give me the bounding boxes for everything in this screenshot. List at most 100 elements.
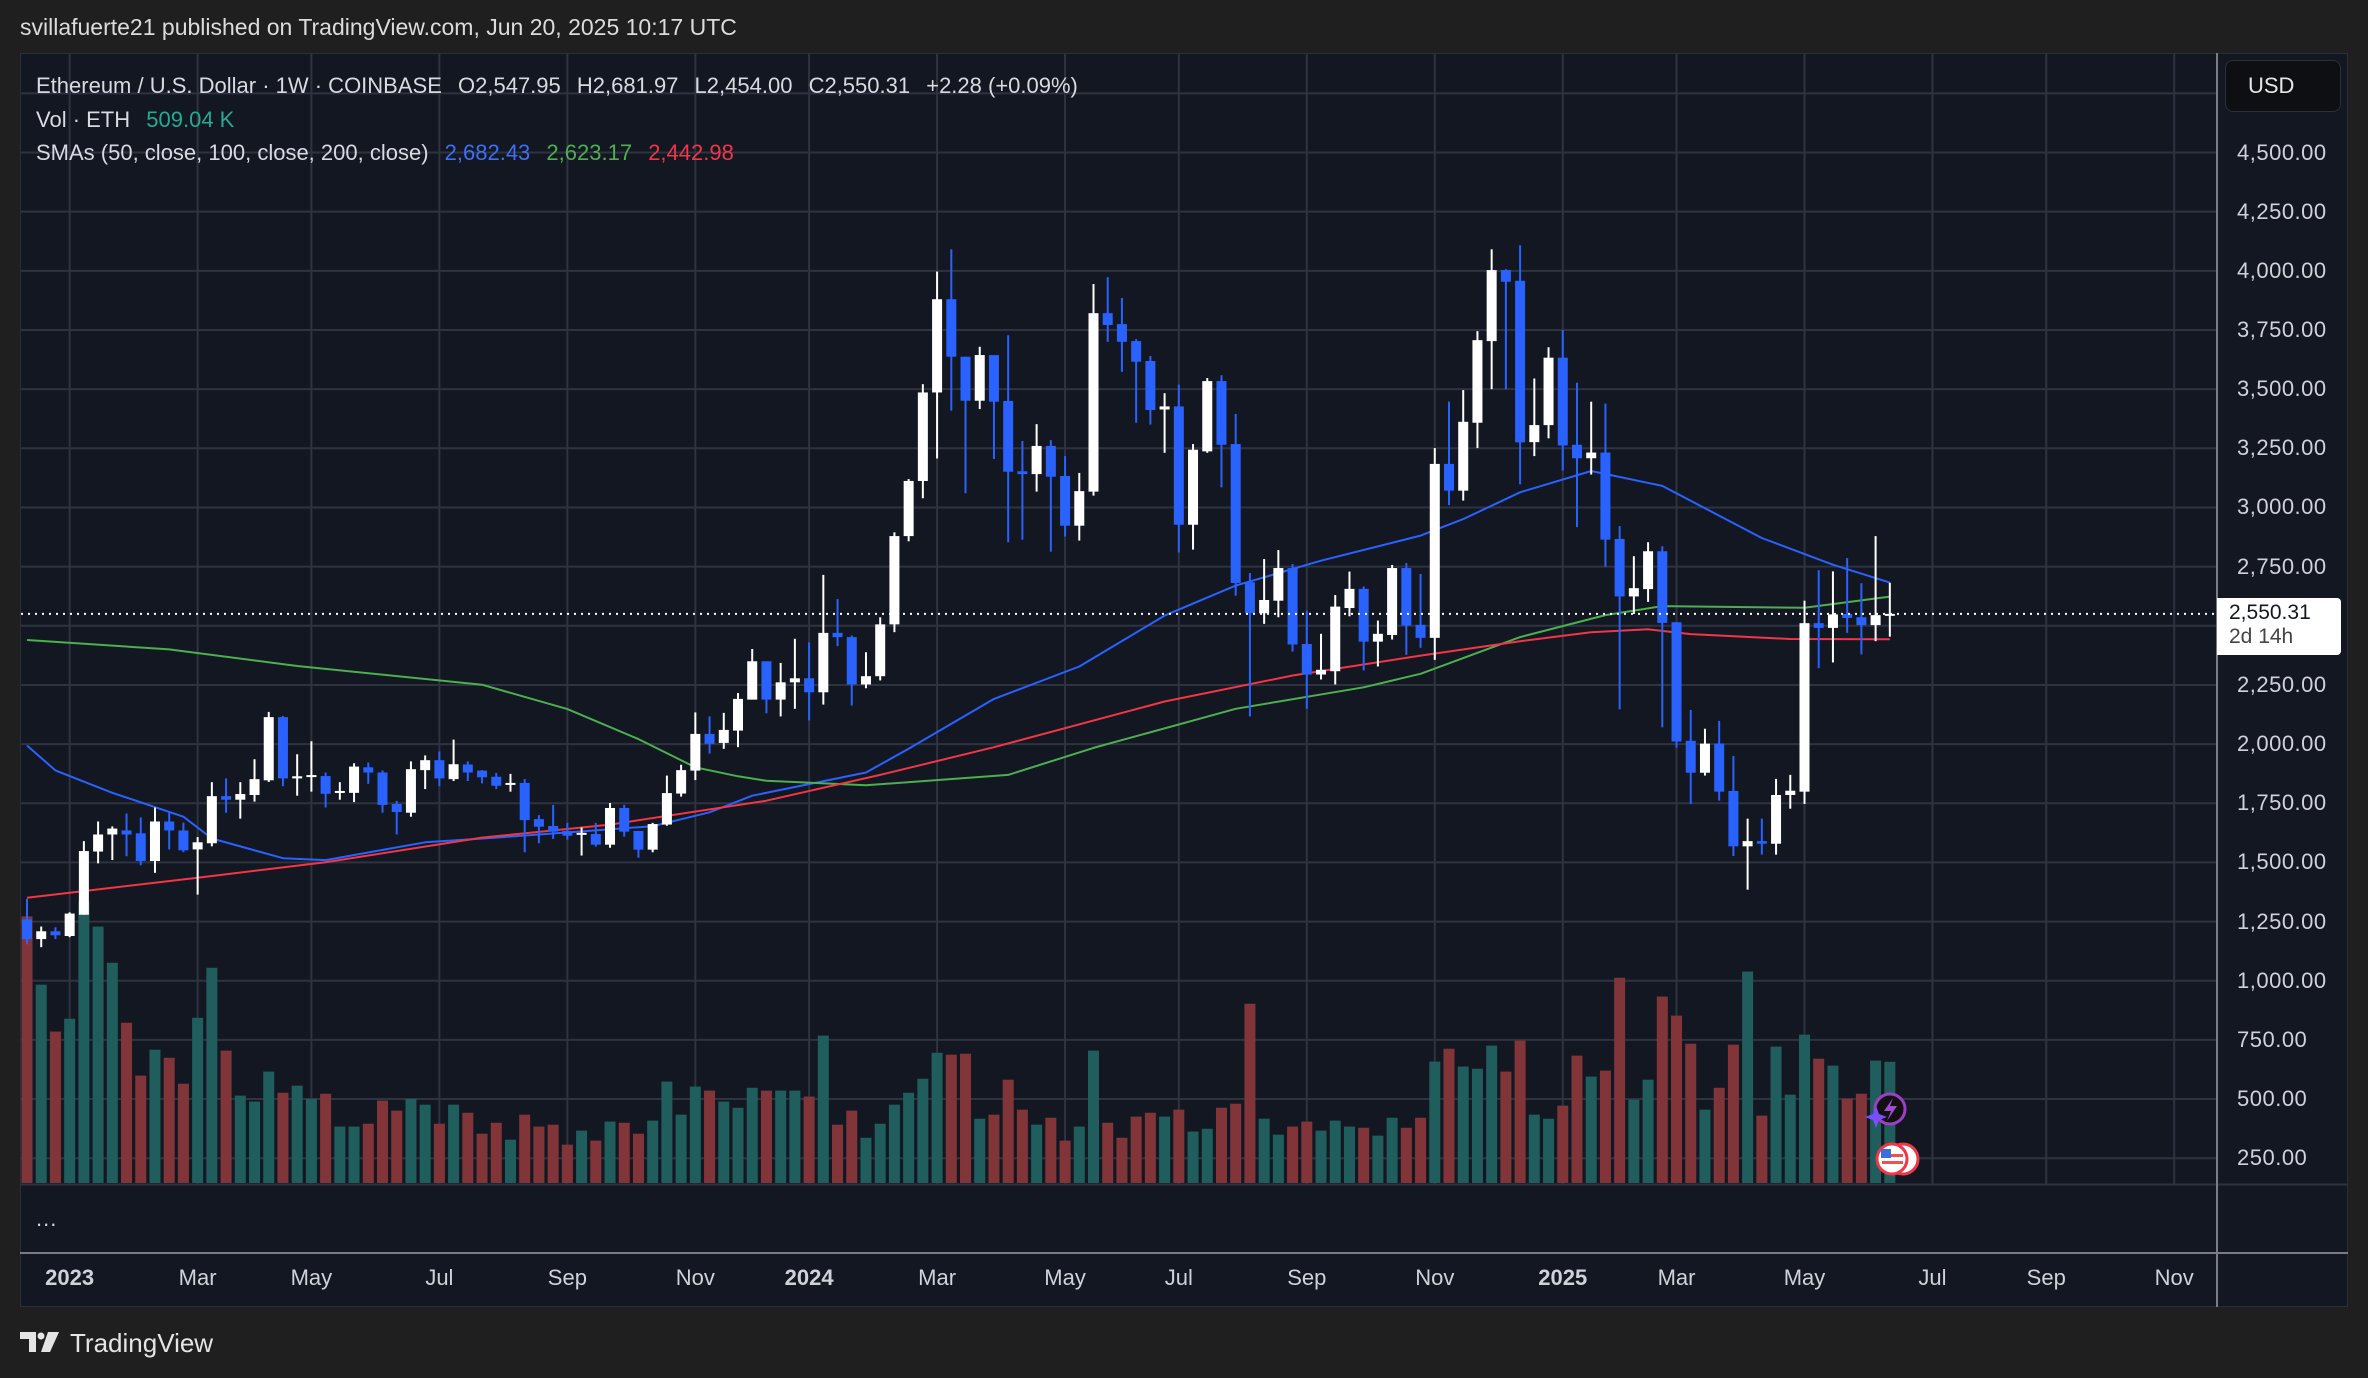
candle (818, 574, 829, 705)
candle-body (676, 770, 687, 794)
currency-button[interactable]: USD (2225, 60, 2341, 112)
volume-bar (917, 1078, 929, 1183)
candle (548, 804, 559, 839)
volume-bar (1372, 1135, 1384, 1183)
candle-wick (1448, 401, 1450, 506)
sma-label[interactable]: SMAs (50, close, 100, close, 200, close) (36, 140, 429, 165)
candle-body (1600, 452, 1611, 540)
volume-bar (618, 1122, 630, 1183)
candle (1444, 401, 1454, 506)
candle-wick (1746, 818, 1749, 890)
more-indicators-button[interactable]: ... (36, 1206, 58, 1231)
us-flag-economic-event-icon[interactable] (1875, 1142, 1920, 1176)
candle (206, 782, 217, 847)
volume-bar (1656, 996, 1668, 1183)
candle-body (477, 770, 488, 778)
candle-wick (992, 355, 995, 459)
candle (1372, 620, 1383, 667)
volume-bar (1045, 1117, 1057, 1183)
candle-wick (424, 755, 427, 790)
candle (405, 761, 416, 817)
candle-body (1472, 340, 1483, 423)
candle-body (121, 830, 132, 835)
candle-body (1714, 743, 1725, 792)
candle-wick (1135, 339, 1138, 423)
candle-body (363, 767, 374, 773)
volume-bar (320, 1093, 332, 1183)
time-tick-label: May (290, 1265, 333, 1290)
volume-bar (604, 1121, 616, 1183)
price-tick-label: 750.00 (2237, 1026, 2308, 1052)
volume-bar (1671, 1015, 1683, 1183)
lightning-badge-icon[interactable] (1865, 1092, 1907, 1128)
time-tick-label: Mar (178, 1265, 217, 1290)
volume-bar (64, 1018, 76, 1183)
candle-wick (367, 762, 370, 784)
candle-body (1699, 743, 1710, 773)
symbol-title[interactable]: Ethereum / U.S. Dollar · 1W · COINBASE (36, 73, 442, 98)
candle (377, 770, 388, 813)
time-tick-label: Nov (1415, 1265, 1455, 1290)
volume-bar (1543, 1118, 1555, 1183)
candles (22, 245, 1895, 948)
candle (477, 770, 488, 784)
candle-wick (1320, 633, 1323, 680)
candle (1699, 728, 1710, 776)
candle (1756, 818, 1767, 855)
candle-body (1571, 444, 1582, 459)
candle (747, 648, 758, 700)
time-tick-label: Jul (425, 1265, 454, 1290)
volume-bar (405, 1098, 417, 1183)
volume-bar (1841, 1098, 1853, 1183)
candle-body (1543, 357, 1554, 426)
candle (1884, 582, 1895, 637)
volume-label[interactable]: Vol · ETH (36, 107, 131, 132)
volume-bar (433, 1123, 445, 1183)
volume-bar (817, 1035, 829, 1183)
candle (619, 804, 630, 837)
volume-bar (1784, 1094, 1796, 1183)
candle-body (1685, 740, 1696, 773)
volume-bars (21, 901, 1896, 1183)
candle-body (36, 931, 47, 940)
candle-body (704, 733, 715, 744)
candle-body (320, 776, 331, 794)
candle-body (1387, 568, 1398, 636)
candle-body (334, 790, 345, 793)
volume-bar (448, 1104, 460, 1183)
volume-bar (775, 1090, 787, 1183)
candle-body (1045, 445, 1056, 477)
volume-bar (746, 1087, 758, 1183)
chart-frame[interactable] (20, 53, 2348, 1307)
volume-bar (462, 1112, 474, 1183)
candle-body (1728, 790, 1739, 847)
volume-bar (49, 1031, 61, 1183)
volume-bar (1244, 1003, 1256, 1183)
volume-bar (1016, 1109, 1028, 1183)
volume-bar (1528, 1114, 1540, 1183)
volume-bar (1585, 1076, 1597, 1183)
grid-lines (21, 54, 2216, 1184)
candle-body (1344, 588, 1355, 609)
candle-body (1486, 270, 1497, 342)
tradingview-logo[interactable]: TradingView (20, 1327, 213, 1359)
candle-body (263, 717, 274, 781)
candle-wick (125, 813, 128, 857)
time-tick-label: Jul (1164, 1265, 1193, 1290)
candle (562, 822, 573, 840)
candle (1230, 413, 1241, 596)
candle-body (1671, 622, 1682, 742)
candle-body (292, 776, 303, 779)
price-tick-label: 500.00 (2237, 1086, 2308, 1112)
candle-body (804, 678, 815, 693)
volume-bar (1827, 1065, 1839, 1183)
candle-body (548, 825, 559, 832)
candle (1571, 382, 1582, 528)
volume-bar (1315, 1130, 1327, 1183)
volume-bar (1415, 1117, 1427, 1183)
candle (263, 711, 274, 782)
candle (775, 662, 786, 717)
candle (462, 761, 473, 782)
candle-body (1799, 623, 1810, 792)
